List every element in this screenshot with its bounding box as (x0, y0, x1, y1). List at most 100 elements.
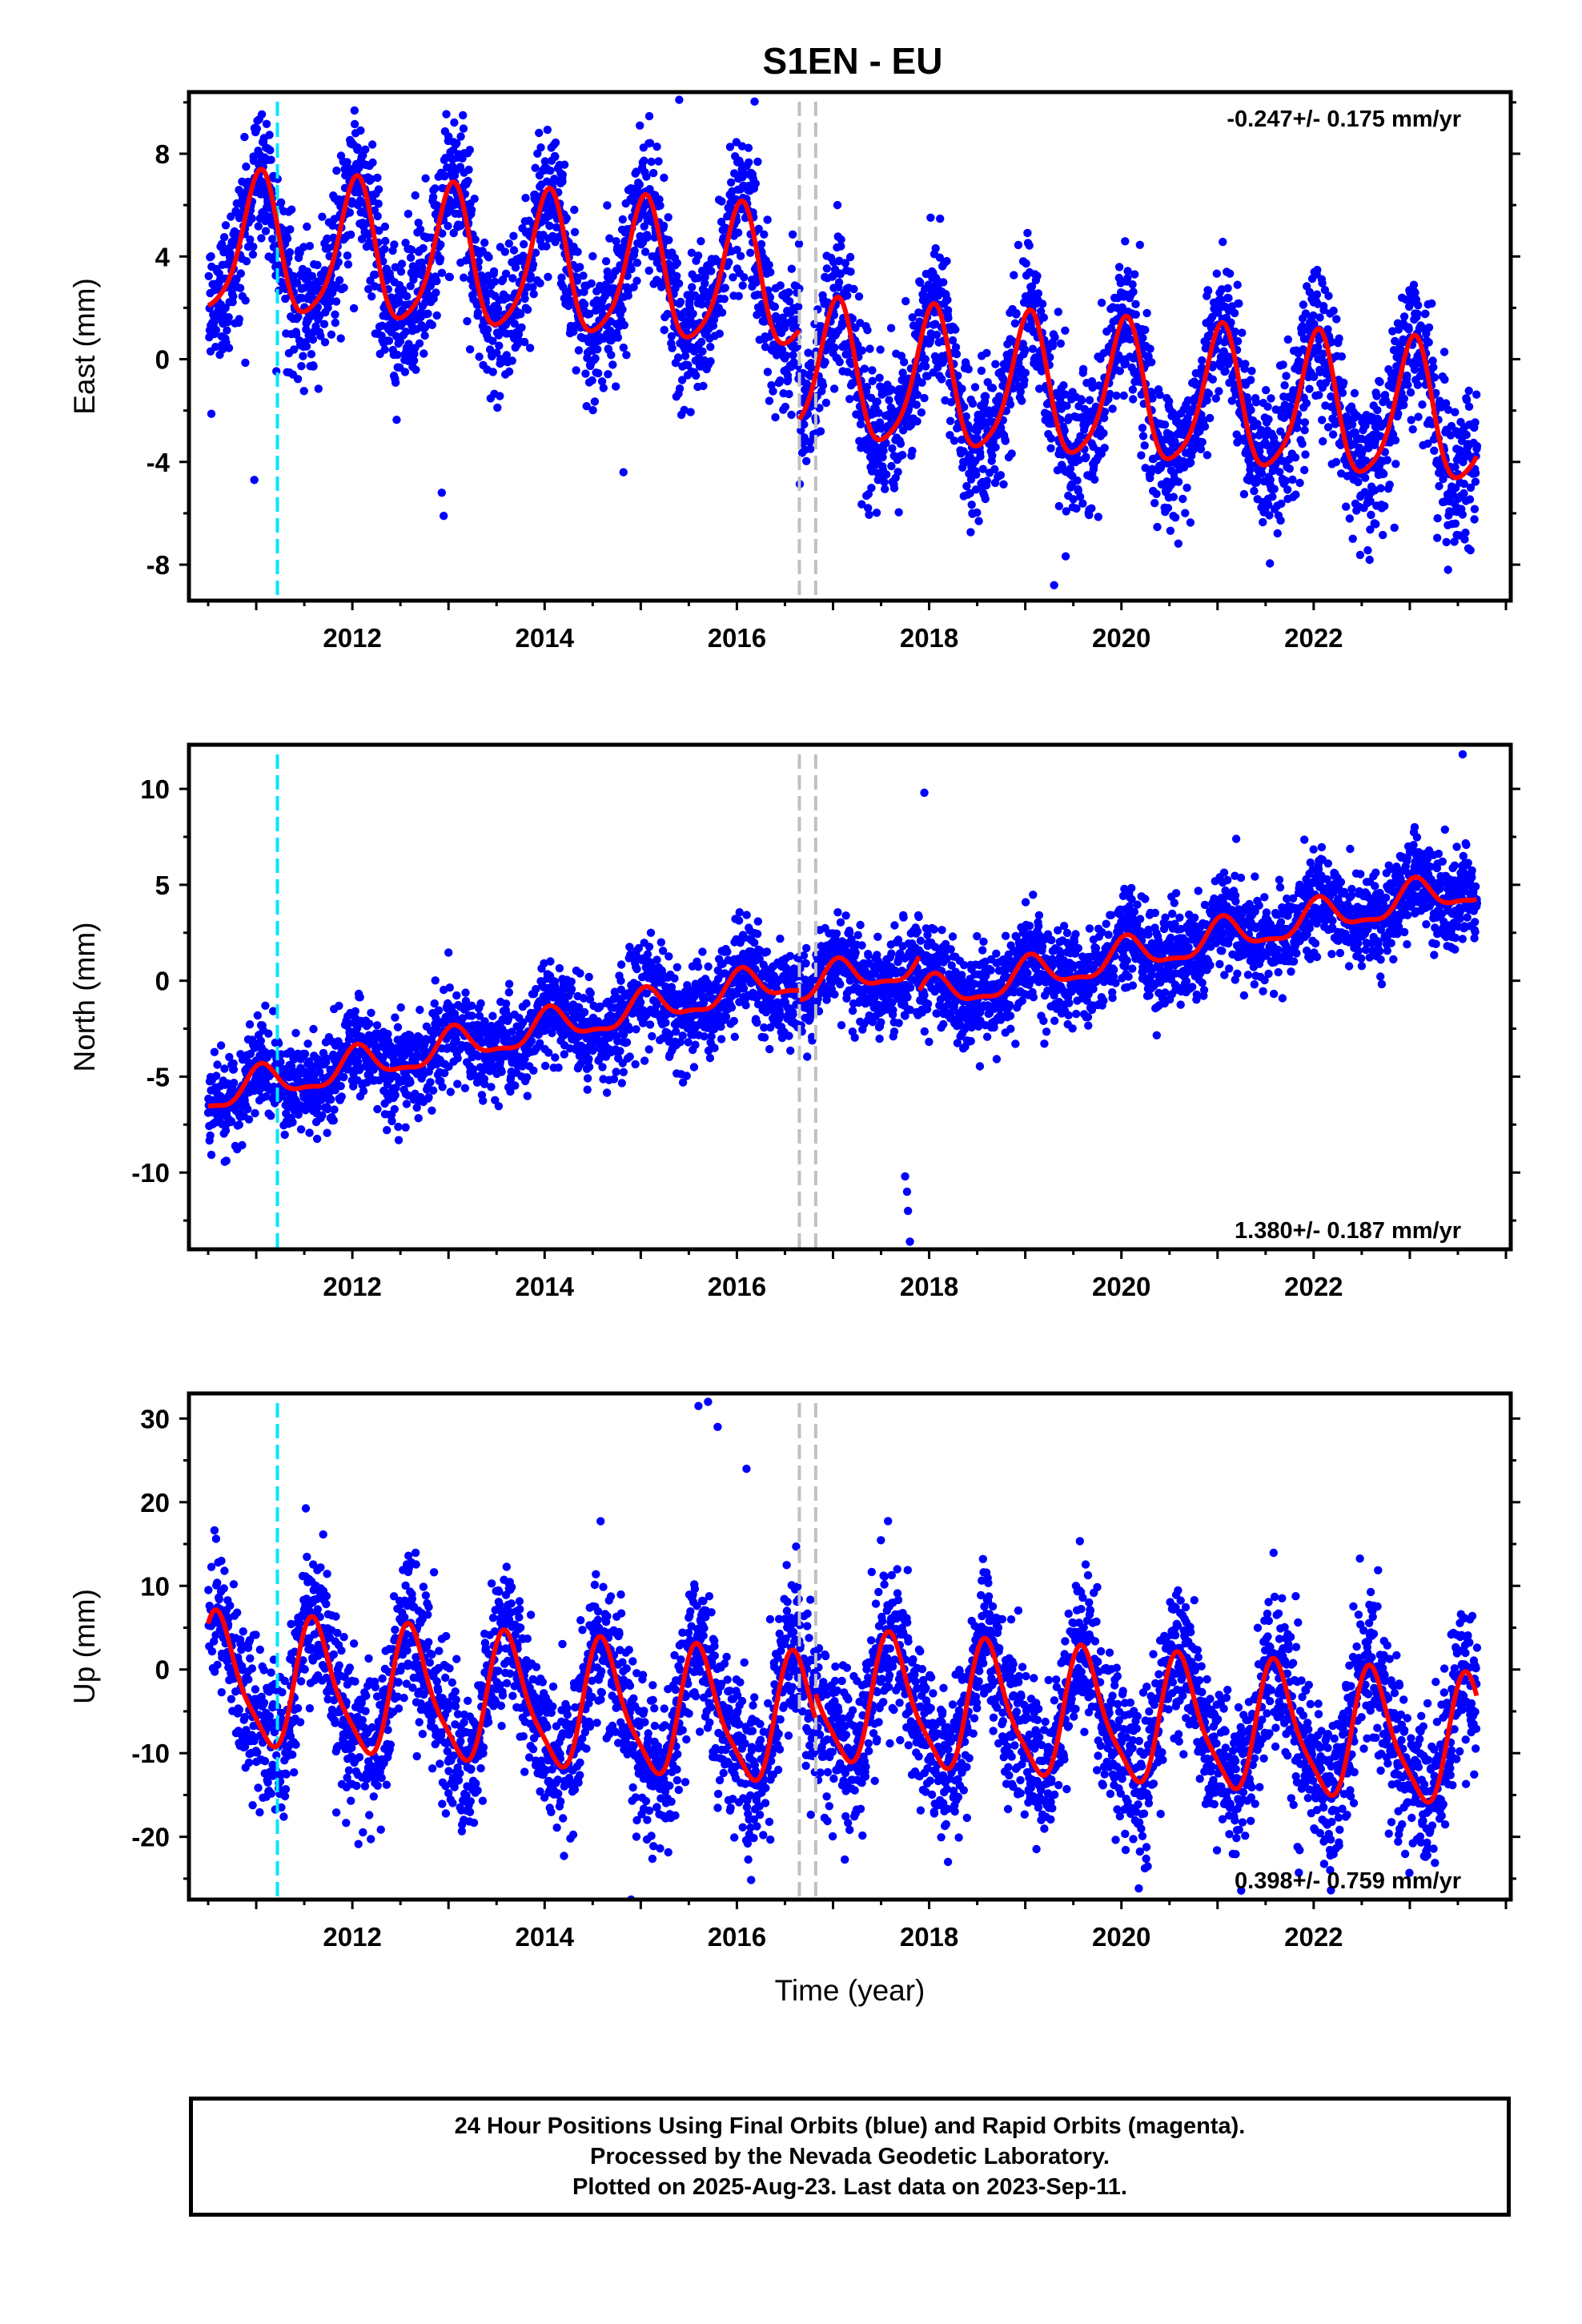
data-point (302, 342, 311, 351)
data-point (613, 333, 623, 342)
data-point (1280, 381, 1289, 390)
data-point (664, 213, 673, 222)
data-point (1440, 375, 1449, 384)
data-point (981, 392, 990, 401)
y-tick-label: -8 (147, 550, 170, 580)
data-point (353, 143, 362, 152)
data-point (1247, 376, 1255, 384)
data-point (227, 212, 235, 221)
data-point (372, 1021, 382, 1030)
data-point (1038, 300, 1047, 308)
data-point (318, 1111, 327, 1120)
data-point (238, 1140, 247, 1150)
data-point (335, 275, 344, 285)
data-point (692, 371, 701, 380)
data-point (303, 222, 311, 231)
data-point (845, 395, 854, 404)
data-point (328, 221, 337, 230)
data-point (557, 273, 566, 282)
data-point (531, 248, 540, 257)
data-point (331, 310, 339, 319)
data-point (488, 336, 497, 345)
data-point (991, 360, 1000, 368)
data-point (347, 230, 355, 239)
data-point (1059, 381, 1068, 390)
data-point (697, 337, 706, 347)
data-point (707, 267, 716, 275)
data-point (221, 304, 230, 312)
data-point (999, 480, 1008, 489)
data-point (1406, 388, 1415, 397)
data-point (841, 259, 850, 267)
data-point (501, 269, 511, 278)
data-point (865, 344, 874, 353)
data-point (266, 146, 275, 155)
data-point (436, 254, 445, 263)
data-point (560, 160, 569, 169)
data-point (863, 326, 872, 335)
data-point (243, 1104, 252, 1114)
data-point (1367, 510, 1375, 520)
data-point (474, 257, 484, 266)
data-point (802, 456, 811, 465)
data-point (746, 248, 755, 257)
data-point (224, 313, 233, 322)
data-point (357, 235, 367, 243)
data-point (1178, 494, 1187, 504)
data-point (879, 446, 888, 456)
data-point (296, 1125, 306, 1134)
data-point (1375, 377, 1384, 387)
data-point (546, 166, 555, 175)
data-point (715, 329, 724, 338)
data-point (1471, 418, 1480, 427)
data-point (698, 347, 707, 356)
data-point (428, 192, 438, 202)
data-point (968, 399, 978, 408)
data-point (218, 345, 227, 354)
data-point (787, 264, 796, 273)
data-point (211, 343, 220, 352)
data-point (219, 233, 229, 242)
data-point (1238, 328, 1247, 337)
data-point (350, 119, 359, 129)
data-point (1379, 530, 1387, 540)
data-point (697, 266, 707, 275)
data-point (740, 273, 749, 282)
data-point (1461, 529, 1470, 537)
data-point (926, 213, 935, 222)
data-point (1391, 436, 1400, 444)
data-point (687, 248, 697, 257)
data-point (697, 237, 705, 246)
data-point (345, 208, 355, 217)
data-point (336, 1082, 345, 1091)
data-point (837, 242, 845, 251)
data-point (737, 142, 747, 151)
data-point (528, 260, 538, 269)
data-point (1305, 384, 1314, 393)
data-point (732, 138, 741, 147)
data-point (1198, 437, 1207, 447)
data-point (261, 227, 271, 235)
data-point (224, 344, 234, 352)
data-point (391, 378, 400, 387)
data-point (1138, 432, 1148, 440)
data-point (216, 1041, 226, 1050)
data-point (733, 228, 743, 237)
data-point (406, 1078, 415, 1087)
data-point (673, 271, 681, 280)
data-point (581, 369, 590, 378)
data-point (419, 243, 428, 253)
data-point (612, 382, 620, 391)
data-point (1300, 426, 1309, 435)
data-point (305, 1128, 314, 1137)
data-point (286, 225, 295, 234)
data-point (316, 332, 325, 340)
data-point (280, 1130, 289, 1140)
data-point (1224, 294, 1233, 303)
data-point (1363, 546, 1372, 555)
data-point (257, 110, 267, 119)
data-point (230, 1079, 239, 1088)
data-point (982, 348, 991, 357)
data-point (1464, 386, 1473, 396)
data-point (407, 245, 416, 255)
